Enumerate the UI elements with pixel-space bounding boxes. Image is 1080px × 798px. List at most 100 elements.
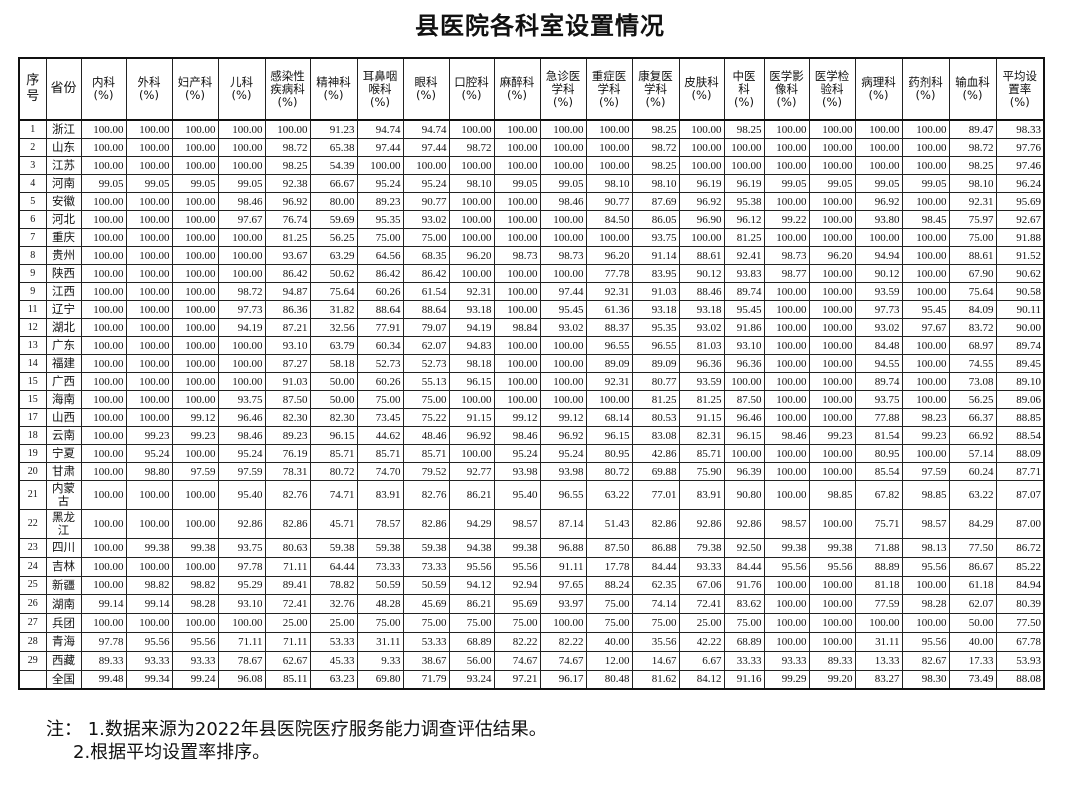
value-cell: 100.00 bbox=[493, 156, 541, 175]
column-header: 妇产科 (%) bbox=[171, 57, 219, 121]
value-cell: 100.00 bbox=[763, 318, 810, 337]
value-cell: 100.00 bbox=[723, 372, 765, 391]
value-cell: 100.00 bbox=[763, 282, 810, 301]
value-cell: 100.00 bbox=[493, 336, 541, 355]
value-cell: 100.00 bbox=[901, 156, 950, 175]
rank-cell: 29 bbox=[18, 650, 47, 671]
value-cell: 98.57 bbox=[901, 509, 950, 539]
value-cell: 94.74 bbox=[356, 119, 404, 139]
value-cell: 100.00 bbox=[539, 390, 587, 409]
value-cell: 96.92 bbox=[264, 192, 311, 211]
value-cell: 100.00 bbox=[448, 192, 495, 211]
value-cell: 86.42 bbox=[402, 264, 450, 283]
value-cell: 98.73 bbox=[763, 246, 810, 265]
province-cell: 陕西 bbox=[45, 264, 82, 283]
value-cell: 80.48 bbox=[585, 669, 633, 690]
value-cell: 99.23 bbox=[808, 426, 856, 445]
value-cell: 100.00 bbox=[217, 138, 266, 157]
value-cell: 100.00 bbox=[171, 282, 219, 301]
value-cell: 100.00 bbox=[493, 372, 541, 391]
value-cell: 88.89 bbox=[854, 556, 903, 577]
value-cell: 100.00 bbox=[125, 318, 173, 337]
value-cell: 45.71 bbox=[309, 509, 358, 539]
value-cell: 100.00 bbox=[80, 156, 127, 175]
value-cell: 59.69 bbox=[309, 210, 358, 229]
value-cell: 100.00 bbox=[901, 336, 950, 355]
rank-cell: 27 bbox=[18, 613, 47, 633]
value-cell: 92.31 bbox=[585, 282, 633, 301]
column-header: 病理科 (%) bbox=[854, 57, 903, 121]
value-cell: 100.00 bbox=[585, 156, 633, 175]
value-cell: 63.22 bbox=[948, 480, 997, 510]
value-cell: 94.19 bbox=[217, 318, 266, 337]
value-cell: 100.00 bbox=[808, 210, 856, 229]
value-cell: 100.00 bbox=[125, 354, 173, 373]
value-cell: 57.14 bbox=[948, 444, 997, 463]
value-cell: 100.00 bbox=[901, 575, 950, 596]
table-row: 19 宁夏 100.00 95.24 100.00 95.24 76.19 85.71 85.7… bbox=[18, 444, 1045, 463]
value-cell: 100.00 bbox=[448, 119, 495, 139]
value-cell: 100.00 bbox=[171, 264, 219, 283]
province-cell: 山东 bbox=[45, 138, 82, 157]
value-cell: 60.24 bbox=[948, 462, 997, 481]
value-cell: 99.05 bbox=[493, 174, 541, 193]
value-cell: 97.44 bbox=[356, 138, 404, 157]
value-cell: 90.12 bbox=[678, 264, 725, 283]
value-cell: 75.90 bbox=[678, 462, 725, 481]
value-cell: 100.00 bbox=[448, 210, 495, 229]
value-cell: 100.00 bbox=[539, 264, 587, 283]
value-cell: 100.00 bbox=[80, 192, 127, 211]
value-cell: 100.00 bbox=[217, 372, 266, 391]
value-cell: 98.10 bbox=[585, 174, 633, 193]
value-cell: 90.77 bbox=[585, 192, 633, 211]
value-cell: 97.59 bbox=[171, 462, 219, 481]
value-cell: 95.24 bbox=[493, 444, 541, 463]
value-cell: 100.00 bbox=[808, 390, 856, 409]
value-cell: 100.00 bbox=[723, 156, 765, 175]
column-header: 药剂科 (%) bbox=[901, 57, 950, 121]
value-cell: 75.64 bbox=[948, 282, 997, 301]
value-cell: 78.82 bbox=[309, 575, 358, 596]
value-cell: 98.25 bbox=[631, 156, 680, 175]
value-cell: 100.00 bbox=[125, 228, 173, 247]
value-cell: 87.69 bbox=[631, 192, 680, 211]
value-cell: 59.38 bbox=[356, 538, 404, 558]
value-cell: 95.40 bbox=[217, 480, 266, 510]
value-cell: 44.62 bbox=[356, 426, 404, 445]
value-cell: 40.00 bbox=[948, 631, 997, 652]
value-cell: 99.34 bbox=[125, 669, 173, 690]
value-cell: 100.00 bbox=[217, 246, 266, 265]
value-cell: 100.00 bbox=[808, 300, 856, 319]
value-cell: 95.24 bbox=[356, 174, 404, 193]
value-cell: 73.33 bbox=[356, 556, 404, 577]
province-cell: 湖南 bbox=[45, 594, 82, 615]
value-cell: 13.33 bbox=[854, 650, 903, 671]
value-cell: 74.67 bbox=[539, 650, 587, 671]
value-cell: 64.56 bbox=[356, 246, 404, 265]
value-cell: 79.52 bbox=[402, 462, 450, 481]
value-cell: 95.56 bbox=[901, 631, 950, 652]
rank-cell: 17 bbox=[18, 408, 47, 427]
value-cell: 98.57 bbox=[763, 509, 810, 539]
value-cell: 92.41 bbox=[723, 246, 765, 265]
value-cell: 93.33 bbox=[678, 556, 725, 577]
value-cell: 100.00 bbox=[493, 390, 541, 409]
value-cell: 96.20 bbox=[808, 246, 856, 265]
value-cell: 100.00 bbox=[125, 372, 173, 391]
value-cell: 9.33 bbox=[356, 650, 404, 671]
value-cell: 81.25 bbox=[723, 228, 765, 247]
province-cell: 内蒙古 bbox=[45, 480, 82, 510]
value-cell: 68.35 bbox=[402, 246, 450, 265]
value-cell: 81.62 bbox=[631, 669, 680, 690]
value-cell: 98.25 bbox=[948, 156, 997, 175]
value-cell: 61.18 bbox=[948, 575, 997, 596]
rank-cell: 6 bbox=[18, 210, 47, 229]
value-cell: 99.24 bbox=[171, 669, 219, 690]
value-cell: 89.33 bbox=[808, 650, 856, 671]
value-cell: 89.74 bbox=[854, 372, 903, 391]
value-cell: 71.88 bbox=[854, 538, 903, 558]
value-cell: 100.00 bbox=[493, 300, 541, 319]
value-cell: 93.75 bbox=[854, 390, 903, 409]
value-cell: 48.28 bbox=[356, 594, 404, 615]
value-cell: 87.21 bbox=[264, 318, 311, 337]
